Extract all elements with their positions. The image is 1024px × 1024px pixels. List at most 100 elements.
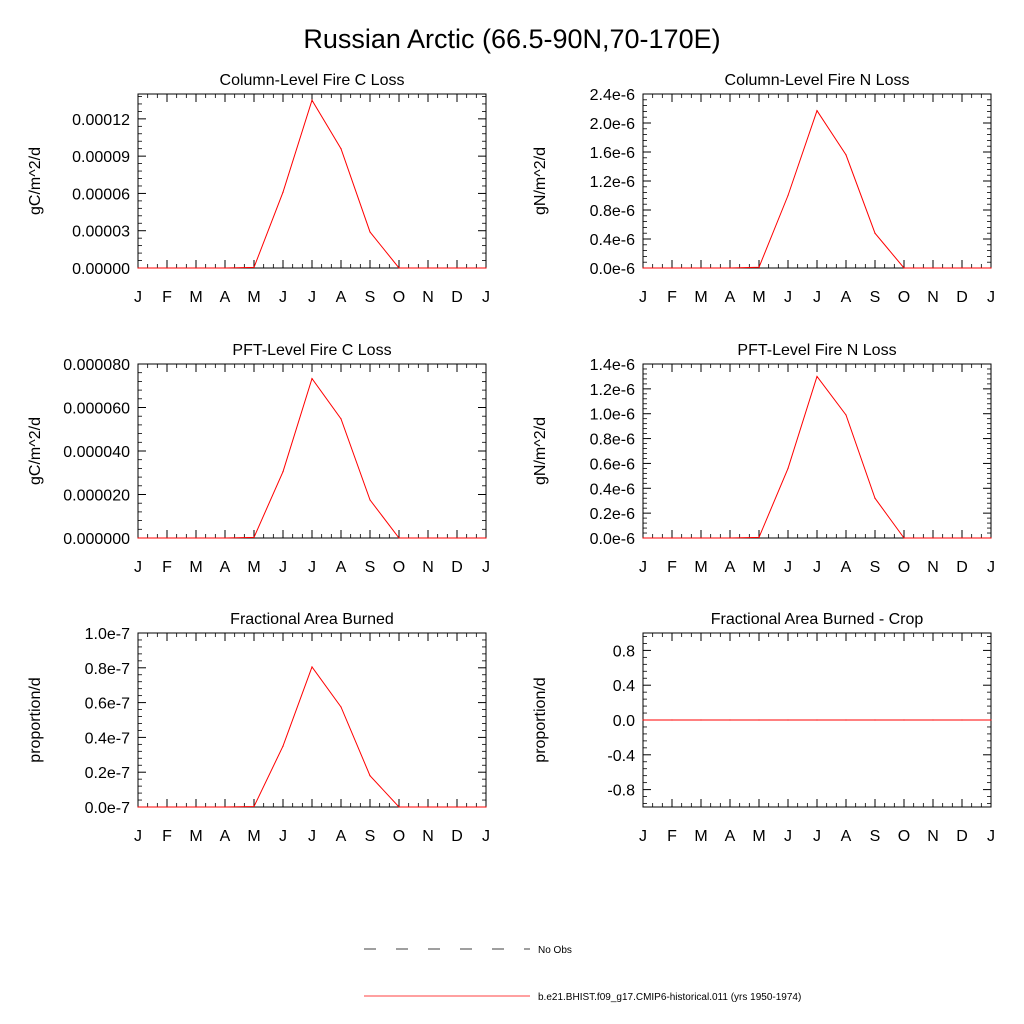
plot-frame (642, 93, 992, 269)
x-tick-label: F (667, 559, 677, 576)
y-tick-label: 0.00000 (72, 261, 130, 278)
y-tick-label: 0.0e-7 (85, 800, 130, 817)
data-point (427, 267, 429, 269)
y-tick-label: 0.000020 (63, 488, 130, 505)
data-point (700, 719, 702, 721)
x-tick-label: M (752, 289, 765, 306)
data-point (642, 267, 644, 269)
y-tick-label: 1.2e-6 (590, 382, 635, 399)
y-tick-label: 0.4e-6 (590, 481, 635, 498)
data-point (903, 537, 905, 539)
data-point (642, 719, 644, 721)
x-tick-label: F (162, 559, 172, 576)
x-tick-label: M (752, 559, 765, 576)
x-tick-label: J (279, 828, 287, 845)
data-point (642, 537, 644, 539)
x-tick-label: J (784, 828, 792, 845)
x-tick-label: J (813, 289, 821, 306)
y-tick-label: 0.000080 (63, 357, 130, 374)
x-tick-label: A (220, 289, 231, 306)
x-tick-label: A (336, 289, 347, 306)
data-point (845, 414, 847, 416)
x-tick-label: J (308, 559, 316, 576)
data-point (137, 806, 139, 808)
x-tick-label: J (987, 559, 995, 576)
y-tick-label: 0.0 (613, 713, 635, 730)
data-point (485, 267, 487, 269)
y-tick-label: 0.4e-7 (85, 730, 130, 747)
x-tick-label: A (220, 828, 231, 845)
y-tick-label: 0.000060 (63, 401, 130, 418)
x-tick-label: D (956, 559, 968, 576)
legend-model-label: b.e21.BHIST.f09_g17.CMIP6-historical.011… (538, 992, 801, 1003)
x-tick-label: D (451, 559, 463, 576)
x-tick-label: M (752, 828, 765, 845)
x-tick-label: J (279, 559, 287, 576)
data-point (282, 191, 284, 193)
x-tick-label: N (422, 559, 434, 576)
y-tick-label: 0.6e-7 (85, 696, 130, 713)
data-point (671, 537, 673, 539)
data-point (758, 536, 760, 538)
y-tick-label: 0.6e-6 (590, 456, 635, 473)
data-point (253, 805, 255, 808)
data-point (253, 536, 255, 538)
x-tick-label: D (956, 828, 968, 845)
x-tick-label: O (898, 559, 910, 576)
data-point (787, 194, 789, 197)
y-tick-label: -0.4 (607, 748, 635, 765)
x-tick-label: O (393, 559, 405, 576)
y-tick-label: 1.0e-6 (590, 407, 635, 424)
data-point (340, 418, 342, 420)
x-tick-label: M (694, 289, 707, 306)
x-tick-label: J (482, 828, 490, 845)
data-point (787, 467, 789, 469)
x-tick-label: F (162, 289, 172, 306)
series-line (138, 98, 486, 269)
data-point (427, 806, 429, 808)
x-tick-label: A (336, 559, 347, 576)
plot-frame (137, 363, 487, 539)
data-point (398, 537, 400, 539)
data-point (700, 267, 702, 269)
data-point (816, 719, 818, 721)
y-tick-label: 1.4e-6 (590, 357, 635, 374)
y-tick-label: 1.6e-6 (590, 145, 635, 162)
data-point (874, 719, 876, 721)
data-point (398, 806, 400, 808)
y-tick-label: 2.4e-6 (590, 87, 635, 104)
x-tick-label: J (134, 559, 142, 576)
x-tick-label: J (813, 828, 821, 845)
x-tick-label: D (451, 289, 463, 306)
y-axis-label: proportion/d (532, 677, 549, 762)
y-tick-label: 0.4 (613, 678, 635, 695)
y-tick-label: 0.000040 (63, 444, 130, 461)
chart-title: Column-Level Fire N Loss (725, 72, 910, 89)
data-point (340, 706, 342, 708)
data-point (340, 148, 342, 150)
x-tick-label: O (898, 289, 910, 306)
series-line (643, 109, 991, 269)
x-tick-label: A (841, 828, 852, 845)
plot-frame (137, 93, 487, 269)
x-tick-label: D (451, 828, 463, 845)
data-point (369, 231, 371, 233)
x-tick-label: N (422, 828, 434, 845)
chart-title: Fractional Area Burned - Crop (711, 611, 924, 628)
y-axis-label: gN/m^2/d (532, 417, 549, 485)
x-tick-label: N (927, 289, 939, 306)
data-point (816, 110, 818, 112)
x-tick-label: M (247, 559, 260, 576)
x-tick-label: J (639, 828, 647, 845)
x-tick-label: S (365, 289, 376, 306)
data-point (137, 537, 139, 539)
data-point (961, 719, 963, 721)
data-point (961, 267, 963, 269)
x-tick-label: O (898, 828, 910, 845)
y-tick-label: 0.8e-6 (590, 432, 635, 449)
x-tick-label: A (725, 559, 736, 576)
data-point (398, 267, 400, 269)
y-tick-label: 0.00009 (72, 149, 130, 166)
x-tick-label: J (482, 289, 490, 306)
